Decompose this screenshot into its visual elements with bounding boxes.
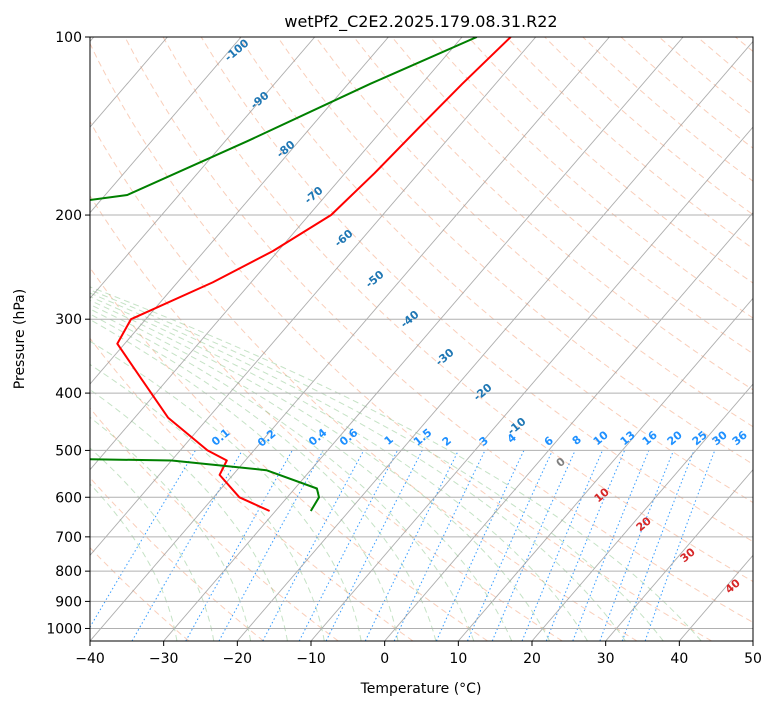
dry-adiabat xyxy=(90,120,638,641)
skewed-isotherm xyxy=(384,212,753,641)
skewed-isotherm xyxy=(457,297,753,641)
moist-adiabat xyxy=(90,340,362,641)
y-tick-label: 400 xyxy=(55,386,82,402)
mixing-ratio-line xyxy=(521,450,603,641)
x-axis-label: Temperature (°C) xyxy=(360,681,482,697)
skewed-isotherm xyxy=(531,383,753,641)
y-tick-label: 600 xyxy=(55,490,82,506)
moist-adiabat xyxy=(90,303,513,641)
x-tick-label: 30 xyxy=(597,651,615,667)
y-tick-label: 100 xyxy=(55,30,82,46)
skewed-isotherm xyxy=(605,468,753,641)
dry-adiabat xyxy=(90,546,190,641)
mixing-ratio-line xyxy=(218,450,324,641)
x-axis-ticks: −40 −30 −20 −10 0 10 20 30 40 50 xyxy=(75,641,762,667)
moist-adiabat xyxy=(90,296,588,641)
y-tick-label: 300 xyxy=(55,312,82,328)
moist-adiabat xyxy=(90,389,288,641)
mixing-ratio-line xyxy=(545,450,626,641)
dry-adiabat xyxy=(238,37,753,504)
skewed-isotherm xyxy=(90,37,316,300)
dry-adiabat xyxy=(200,37,753,543)
skewed-isotherm xyxy=(90,37,242,214)
mixing-ratio-line xyxy=(185,450,293,641)
dry-adiabat xyxy=(353,37,753,391)
plot-frame xyxy=(89,36,754,642)
x-tick-label: 10 xyxy=(449,651,467,667)
dry-adiabat xyxy=(429,37,753,319)
skewed-isotherm xyxy=(90,37,610,641)
skewed-isotherm xyxy=(236,40,753,641)
y-axis-ticks: 100 200 300 400 500 600 700 800 900 1000 xyxy=(46,30,90,637)
y-tick-label: 800 xyxy=(55,564,82,580)
temperature-profile-line xyxy=(116,37,512,512)
moist-adiabat xyxy=(90,363,325,641)
mixing-ratio-line xyxy=(467,450,553,641)
mixing-ratio-line xyxy=(599,450,674,641)
dry-adiabat xyxy=(90,266,488,641)
mixing-ratio-line xyxy=(325,450,423,641)
dry-adiabat xyxy=(90,194,563,641)
mixing-ratio-line xyxy=(572,450,650,641)
moist-adiabat xyxy=(90,416,252,641)
dry-adiabat xyxy=(162,37,753,583)
dewpoint-profile-line xyxy=(90,37,478,512)
y-tick-label: 900 xyxy=(55,594,82,610)
y-tick-label: 700 xyxy=(55,530,82,546)
dry-adiabat xyxy=(90,477,264,641)
mixing-ratio-line xyxy=(621,450,695,641)
grid-lines xyxy=(90,37,753,641)
dry-adiabat xyxy=(391,37,753,355)
x-tick-label: −20 xyxy=(223,651,253,667)
skewed-isotherm xyxy=(90,37,389,385)
dry-adiabat xyxy=(315,37,753,428)
moist-adiabat xyxy=(90,308,475,641)
x-tick-label: 20 xyxy=(523,651,541,667)
x-tick-label: 0 xyxy=(380,651,389,667)
y-axis-label: Pressure (hPa) xyxy=(12,289,28,389)
chart-title: wetPf2_C2E2.2025.179.08.31.R22 xyxy=(284,12,557,32)
y-tick-label: 1000 xyxy=(46,621,82,637)
mixing-ratio-line xyxy=(644,450,716,641)
moist-adiabat xyxy=(90,447,215,641)
skewed-isotherm xyxy=(163,37,684,641)
x-tick-label: 50 xyxy=(744,651,762,667)
y-tick-label: 500 xyxy=(55,443,82,459)
y-tick-label: 200 xyxy=(55,208,82,224)
skewed-isotherm xyxy=(90,37,537,557)
skewed-isotherm xyxy=(310,126,753,641)
moist-adiabat xyxy=(90,289,664,641)
x-tick-label: −10 xyxy=(296,651,326,667)
moist-adiabat xyxy=(90,318,399,641)
x-tick-label: −40 xyxy=(75,651,105,667)
profile-lines xyxy=(90,37,512,512)
moist-adiabat xyxy=(90,292,626,641)
moist-adiabat xyxy=(90,483,178,641)
dry-adiabat xyxy=(124,37,753,623)
dry-adiabat xyxy=(90,407,339,641)
x-tick-label: 40 xyxy=(670,651,688,667)
mixing-ratio-line xyxy=(262,450,365,641)
skewed-isotherm xyxy=(90,37,463,471)
dry-adiabat xyxy=(90,42,712,641)
x-tick-label: −30 xyxy=(149,651,179,667)
